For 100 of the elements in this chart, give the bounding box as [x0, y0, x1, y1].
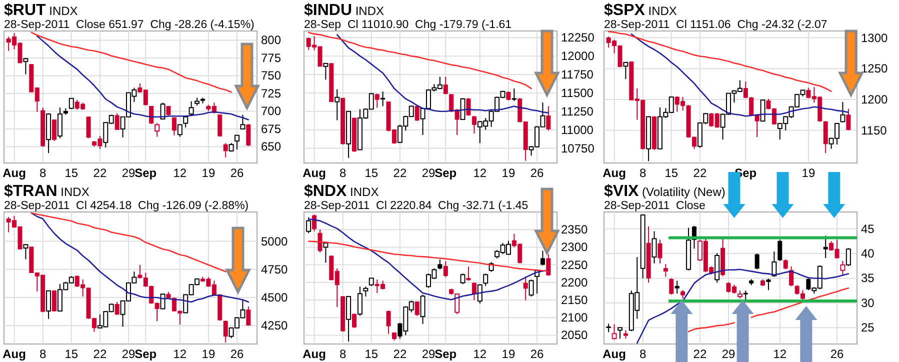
chart-title: $TRAN INDX: [4, 183, 90, 200]
x-tick-label: 26: [230, 347, 244, 361]
line-series: [308, 32, 532, 90]
candlestick: [363, 286, 368, 297]
x-tick-label: 15: [64, 347, 78, 361]
candlestick: [420, 294, 426, 324]
candlestick: [466, 98, 471, 116]
candlestick: [312, 214, 317, 232]
candlestick: [234, 134, 240, 150]
x-tick-label: Aug: [2, 166, 26, 180]
candlestick: [663, 263, 668, 278]
y-tick-label: 800: [261, 33, 282, 48]
y-tick-label: 650: [261, 140, 282, 154]
y-tick-label: 2150: [561, 293, 588, 307]
y-tick-label: 2100: [561, 310, 588, 325]
candlestick: [172, 117, 176, 136]
x-tick-label: 19: [802, 166, 816, 180]
y-tick-label: 1250: [861, 62, 888, 76]
x-tick-label: Aug: [602, 166, 626, 180]
candlestick: [52, 290, 57, 312]
candlestick: [483, 273, 488, 286]
candlestick: [380, 90, 386, 107]
x-tick-label: 15: [664, 166, 678, 180]
candlestick: [523, 276, 528, 301]
candlestick: [86, 116, 91, 139]
line-series: [30, 212, 226, 272]
candlestick: [218, 114, 222, 138]
candlestick: [177, 124, 182, 138]
x-tick-label: 15: [364, 347, 378, 361]
candlestick: [472, 282, 476, 300]
candlestick: [52, 119, 57, 142]
candlestick: [223, 142, 228, 158]
y-tick-label: 25: [861, 320, 875, 335]
candlestick: [472, 115, 476, 134]
x-tick-label: 12: [173, 166, 187, 180]
x-tick-label: 19: [502, 166, 516, 180]
x-tick-label: 26: [830, 347, 844, 361]
y-tick-label: 11000: [561, 122, 594, 137]
candlestick: [623, 61, 628, 80]
candlestick: [23, 57, 28, 75]
chart-subtitle: 28-Sep Cl 11010.90 Chg -179.79 (-1.61: [304, 19, 512, 31]
y-tick-label: 40: [861, 246, 875, 261]
candlestick: [460, 98, 466, 120]
chart-subtitle: 28-Sep-2011 Close 651.97 Chg -28.26 (-4.15%): [4, 19, 255, 31]
chart-title: $VIX (Volatility (New): [604, 183, 726, 200]
candlestick: [460, 273, 466, 285]
candlestick: [846, 108, 851, 131]
candlestick: [414, 106, 420, 122]
candlestick: [114, 302, 120, 316]
x-tick-label: 22: [93, 347, 107, 361]
x-tick-label: Sep: [134, 166, 157, 180]
y-tick-label: 2250: [561, 258, 588, 272]
candlestick: [357, 286, 362, 316]
candlestick: [323, 241, 328, 264]
chart-subtitle: 28-Sep-2011 Cl 4254.18 Chg -126.09 (-2.88%): [4, 200, 249, 212]
x-tick-label: 8: [339, 166, 346, 180]
candlestick: [160, 293, 166, 310]
candlestick: [754, 253, 760, 270]
y-tick-label: 750: [261, 68, 282, 83]
candlestick: [612, 324, 617, 340]
x-tick-label: 29: [122, 166, 136, 180]
candlestick: [188, 100, 194, 116]
x-tick-label: 26: [230, 166, 244, 180]
candlestick: [789, 266, 794, 287]
candlestick: [246, 123, 251, 146]
chart-title: $SPX INDX: [604, 2, 677, 19]
x-tick-label: Aug: [302, 347, 326, 361]
candlestick: [546, 106, 551, 132]
y-tick-label: 775: [261, 50, 282, 65]
candlestick: [466, 266, 471, 282]
candlestick: [306, 216, 312, 234]
y-tick-label: 675: [261, 122, 282, 136]
chart-subtitle: 28-Sep-2011 Cl 1151.06 Chg -24.32 (-2.07: [604, 19, 828, 31]
y-tick-label: 2050: [561, 328, 588, 342]
y-tick-label: 4750: [261, 262, 288, 276]
chart-title: $RUT INDX: [4, 2, 78, 19]
chart-subtitle: 28-Sep-2011 Cl 2220.84 Chg -32.71 (-1.45: [304, 200, 528, 212]
candlestick: [323, 62, 328, 80]
x-tick-label: 15: [364, 166, 378, 180]
candlestick: [114, 112, 120, 130]
candlestick: [754, 114, 760, 138]
candlestick: [617, 327, 622, 340]
x-tick-label: 22: [693, 347, 707, 361]
candlestick: [772, 251, 777, 278]
candlestick: [840, 101, 846, 123]
candlestick: [240, 114, 246, 130]
candlestick: [352, 313, 357, 329]
x-tick-label: 22: [693, 166, 707, 180]
candlestick: [477, 284, 482, 304]
x-tick-label: 15: [64, 166, 78, 180]
x-tick-label: 19: [202, 166, 216, 180]
candlestick: [334, 88, 340, 121]
x-tick-label: Aug: [302, 166, 326, 180]
x-tick-label: 22: [393, 347, 407, 361]
candlestick: [166, 106, 171, 116]
x-tick-label: 12: [473, 166, 487, 180]
candlestick: [374, 93, 380, 108]
y-tick-label: 1200: [861, 92, 888, 106]
x-tick-label: 19: [502, 347, 516, 361]
x-tick-label: Sep: [434, 166, 457, 180]
